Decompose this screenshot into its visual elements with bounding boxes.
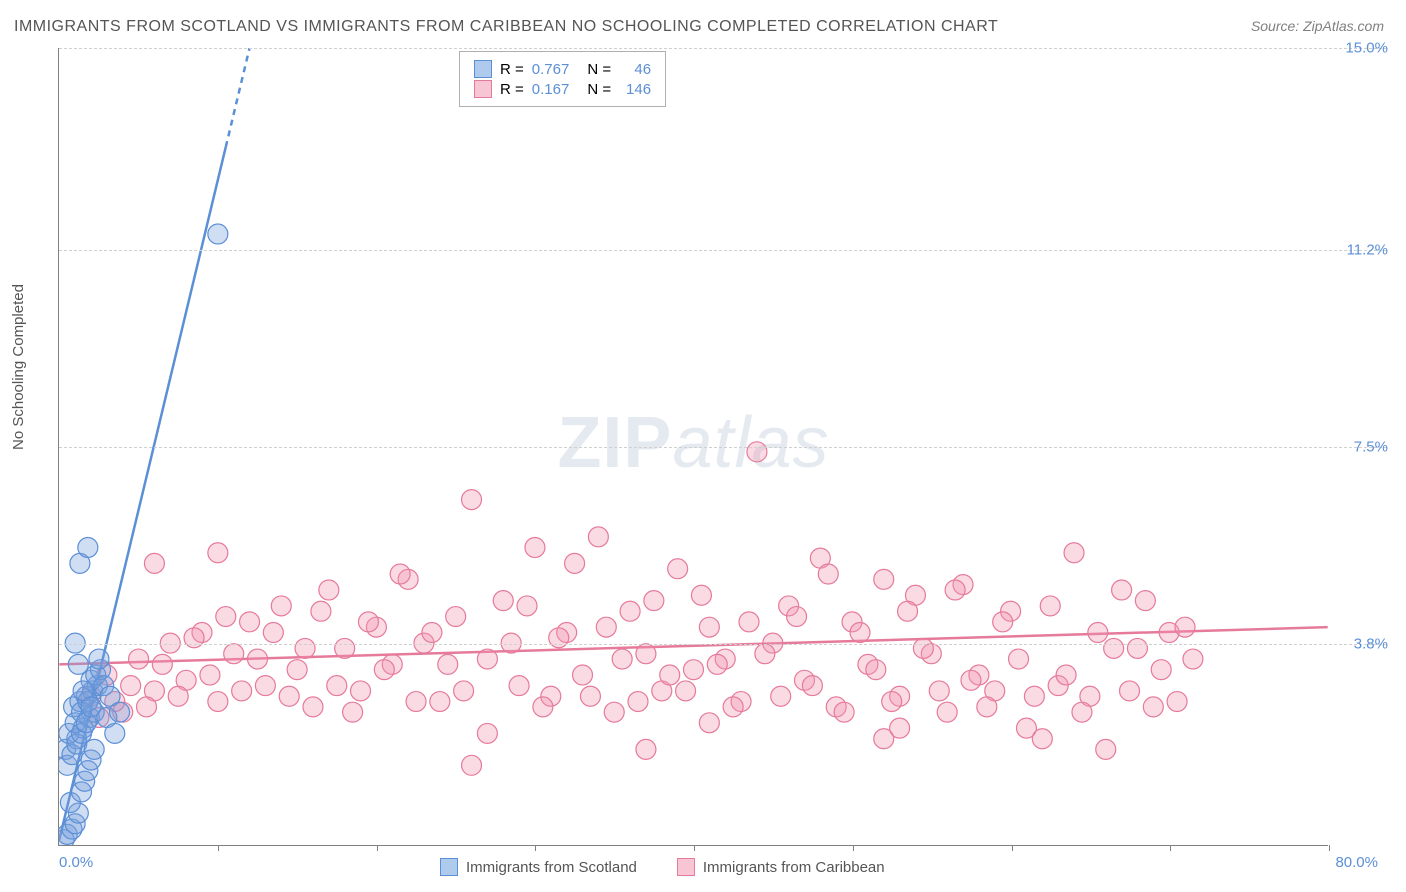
- r-value-caribbean: 0.167: [532, 81, 570, 98]
- swatch-scotland-bottom: [440, 858, 458, 876]
- x-tick: [694, 845, 695, 851]
- r-label: R =: [500, 61, 524, 78]
- gridline-h: [59, 250, 1387, 251]
- x-tick-label: 0.0%: [59, 854, 93, 871]
- legend-stats-row-scotland: R = 0.767 N = 46: [474, 60, 651, 78]
- watermark-part1: ZIP: [557, 402, 672, 482]
- legend-item-caribbean: Immigrants from Caribbean: [677, 858, 885, 876]
- n-label: N =: [587, 81, 611, 98]
- legend-bottom: Immigrants from Scotland Immigrants from…: [440, 858, 885, 876]
- x-tick-label: 80.0%: [1335, 854, 1378, 871]
- n-label: N =: [587, 61, 611, 78]
- gridline-h: [59, 447, 1387, 448]
- legend-label-scotland: Immigrants from Scotland: [466, 859, 637, 876]
- x-tick: [853, 845, 854, 851]
- x-tick: [535, 845, 536, 851]
- swatch-scotland: [474, 60, 492, 78]
- gridline-h: [59, 48, 1387, 49]
- r-value-scotland: 0.767: [532, 61, 570, 78]
- swatch-caribbean: [474, 80, 492, 98]
- x-tick: [1012, 845, 1013, 851]
- y-tick-label: 11.2%: [1347, 242, 1388, 259]
- chart-title: IMMIGRANTS FROM SCOTLAND VS IMMIGRANTS F…: [14, 18, 998, 36]
- n-value-scotland: 46: [619, 61, 651, 78]
- x-tick: [218, 845, 219, 851]
- x-tick: [377, 845, 378, 851]
- watermark-part2: atlas: [672, 402, 829, 482]
- y-tick-label: 7.5%: [1354, 439, 1388, 456]
- n-value-caribbean: 146: [619, 81, 651, 98]
- swatch-caribbean-bottom: [677, 858, 695, 876]
- plot-area: ZIPatlas R = 0.767 N = 46 R = 0.167 N = …: [58, 48, 1328, 846]
- y-tick-label: 3.8%: [1354, 635, 1388, 652]
- legend-label-caribbean: Immigrants from Caribbean: [703, 859, 885, 876]
- y-axis-label: No Schooling Completed: [10, 284, 27, 450]
- gridline-h: [59, 644, 1387, 645]
- legend-item-scotland: Immigrants from Scotland: [440, 858, 637, 876]
- r-label: R =: [500, 81, 524, 98]
- x-tick: [1170, 845, 1171, 851]
- x-tick: [1329, 845, 1330, 851]
- y-tick-label: 15.0%: [1345, 40, 1388, 57]
- legend-stats-box: R = 0.767 N = 46 R = 0.167 N = 146: [459, 51, 666, 107]
- source-attribution: Source: ZipAtlas.com: [1251, 18, 1384, 34]
- watermark: ZIPatlas: [557, 401, 829, 483]
- legend-stats-row-caribbean: R = 0.167 N = 146: [474, 80, 651, 98]
